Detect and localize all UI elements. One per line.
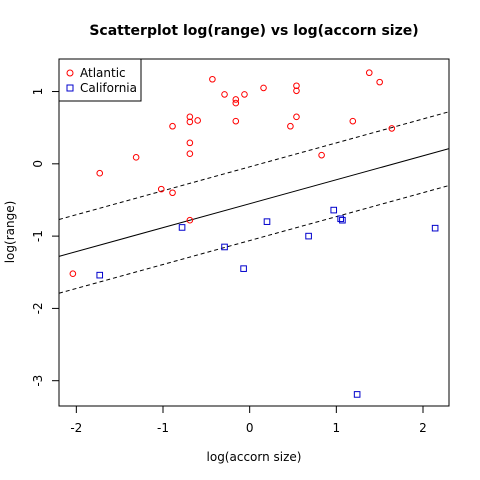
chart-title: Scatterplot log(range) vs log(accorn siz… (89, 23, 418, 39)
point-atlantic (318, 151, 325, 159)
y-tick-label: -1 (31, 230, 45, 242)
y-axis: -3 -2 -1 0 1 (31, 88, 60, 387)
point-atlantic (186, 216, 194, 224)
point-atlantic (287, 122, 294, 130)
legend-marker-california (66, 84, 74, 92)
point-atlantic (376, 78, 383, 86)
point-california (353, 391, 361, 398)
point-atlantic (157, 185, 165, 193)
point-california (240, 265, 247, 272)
point-atlantic (365, 69, 373, 77)
point-atlantic (96, 169, 104, 177)
legend-label-california: California (80, 81, 137, 95)
point-atlantic (232, 117, 240, 125)
regression-lines (58, 111, 450, 294)
x-axis-label: log(accorn size) (207, 450, 302, 464)
x-axis: -2 -1 0 1 2 (70, 405, 427, 435)
band-line-2 (58, 185, 450, 294)
point-atlantic (209, 75, 216, 83)
point-california (263, 218, 271, 225)
point-atlantic (293, 113, 300, 121)
y-tick-label: -2 (31, 302, 45, 314)
x-tick-label: 1 (333, 421, 341, 435)
legend: Atlantic California (58, 58, 142, 102)
point-atlantic (388, 125, 396, 132)
legend-box (58, 58, 142, 102)
x-tick-label: -1 (157, 421, 169, 435)
point-atlantic (186, 113, 194, 121)
y-axis-label: log(range) (3, 201, 17, 264)
point-atlantic (186, 150, 194, 158)
point-atlantic (241, 91, 248, 98)
fit-line (58, 148, 450, 257)
x-tick-label: 0 (246, 421, 254, 435)
x-tick-label: -2 (70, 421, 82, 435)
plot-frame (58, 58, 450, 407)
y-tick-label: -3 (31, 375, 45, 387)
point-atlantic (194, 117, 201, 124)
point-california (178, 224, 186, 231)
point-california (330, 206, 338, 214)
legend-label-atlantic: Atlantic (80, 66, 126, 80)
point-atlantic (293, 87, 300, 95)
point-california (431, 224, 439, 232)
x-tick-label: 2 (419, 421, 427, 435)
point-california (339, 216, 346, 224)
point-atlantic (69, 270, 77, 278)
data-points (69, 69, 439, 398)
point-atlantic (293, 82, 300, 90)
point-atlantic (186, 118, 194, 126)
point-atlantic (169, 189, 176, 197)
y-tick-label: 0 (31, 160, 45, 168)
point-atlantic (186, 139, 194, 147)
point-atlantic (132, 154, 140, 161)
point-california (305, 232, 312, 240)
band-line-1 (58, 111, 450, 220)
point-atlantic (349, 117, 357, 125)
point-atlantic (260, 84, 267, 92)
point-atlantic (221, 91, 228, 98)
point-atlantic (169, 122, 176, 130)
point-atlantic (232, 99, 240, 107)
y-tick-label: 1 (31, 88, 45, 96)
point-california (221, 243, 228, 251)
point-atlantic (232, 96, 240, 103)
point-california (337, 215, 344, 223)
legend-marker-atlantic (66, 69, 74, 77)
point-california (96, 271, 104, 279)
